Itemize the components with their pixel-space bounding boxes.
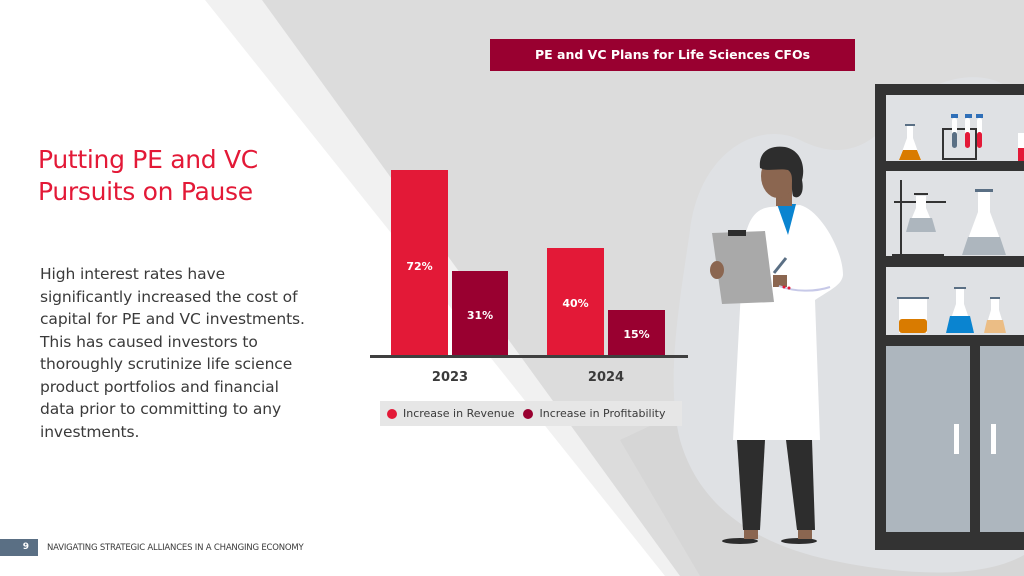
legend-label: Increase in Revenue — [403, 407, 515, 420]
bar-2024-revenue: 40% — [547, 248, 604, 356]
bar-label: 72% — [406, 260, 433, 273]
scientist-icon — [710, 146, 843, 544]
bar-label: 15% — [623, 328, 650, 341]
chart-legend: Increase in Revenue Increase in Profitab… — [380, 401, 682, 426]
slide-title-line-1: Putting PE and VC — [38, 145, 258, 174]
footer-text: NAVIGATING STRATEGIC ALLIANCES IN A CHAN… — [47, 542, 304, 553]
page-number: 9 — [0, 539, 38, 556]
legend-dot-icon — [523, 408, 534, 419]
bar-chart: 72% 31% 40% 15% 2023 2024 — [370, 160, 690, 430]
bar-2024-profitability: 15% — [608, 310, 665, 356]
legend-label: Increase in Profitability — [539, 407, 666, 420]
slide-title-line-2: Pursuits on Pause — [38, 177, 253, 206]
bar-label: 40% — [562, 297, 589, 310]
chart-title: PE and VC Plans for Life Sciences CFOs — [490, 39, 855, 71]
bar-2023-revenue: 72% — [391, 170, 448, 356]
legend-item-profitability: Increase in Profitability — [523, 407, 665, 420]
category-label-2024: 2024 — [587, 370, 625, 385]
bar-label: 31% — [466, 309, 494, 322]
x-axis-line — [370, 355, 688, 358]
lab-shelf-icon — [875, 84, 1024, 550]
legend-item-revenue: Increase in Revenue — [387, 407, 514, 420]
category-label-2023: 2023 — [431, 370, 469, 385]
footer: 9 NAVIGATING STRATEGIC ALLIANCES IN A CH… — [0, 539, 304, 556]
legend-dot-icon — [387, 408, 397, 419]
bar-2023-profitability: 31% — [452, 271, 508, 356]
plot-area: 72% 31% 40% 15% — [370, 160, 690, 356]
slide-title: Putting PE and VC Pursuits on Pause — [38, 144, 338, 208]
body-paragraph: High interest rates have significantly i… — [40, 265, 305, 441]
